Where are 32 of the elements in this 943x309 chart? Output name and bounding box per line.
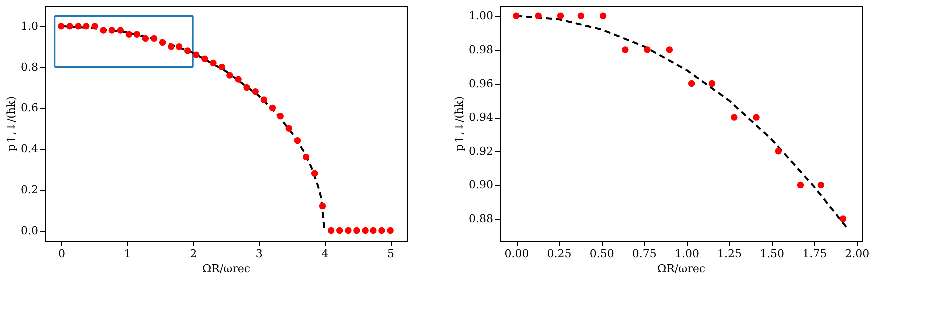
y-tick-label: 0.90	[469, 178, 494, 192]
y-tick-label: 0.2	[21, 183, 38, 196]
x-tick-label: 1.00	[674, 248, 700, 260]
y-tick-label: 0.96	[469, 77, 494, 90]
x-tick-label: 2.00	[845, 248, 870, 260]
x-tick-label: 5	[388, 248, 395, 260]
x-tick-label: 0.50	[590, 248, 614, 260]
y-tick-label: 0.4	[21, 142, 38, 156]
x-tick-label: 0.00	[504, 248, 530, 260]
y-axis-title: p↑,↓/(ħk)	[453, 96, 466, 152]
x-tick-label: 0.75	[632, 248, 657, 260]
x-tick-label: 1	[124, 248, 132, 260]
y-axis-title: p↑,↓/(ħk)	[5, 96, 18, 152]
x-tick-label: 0.25	[547, 248, 572, 260]
x-tick-label: 1.75	[802, 248, 828, 260]
x-tick-label: 4	[322, 248, 329, 260]
x-tick-label: 3	[256, 248, 263, 260]
y-tick-label: 0.98	[469, 43, 494, 56]
y-tick-label: 1.0	[21, 20, 38, 33]
x-tick-label: 2	[190, 248, 198, 260]
x-axis-title: ΩR/ωrec	[202, 262, 251, 276]
y-tick-label: 0.88	[469, 212, 494, 226]
x-tick-label: 0	[58, 248, 66, 260]
x-tick-label: 1.25	[718, 248, 742, 260]
y-tick-label: 0.92	[469, 144, 494, 158]
y-tick-label: 0.6	[21, 102, 38, 115]
x-tick-label: 1.50	[760, 248, 785, 260]
y-tick-label: 1.00	[469, 10, 494, 23]
y-tick-label: 0.8	[21, 60, 38, 74]
y-tick-label: 0.0	[21, 224, 38, 238]
x-axis-title: ΩR/ωrec	[657, 262, 706, 276]
y-tick-label: 0.94	[469, 111, 494, 124]
